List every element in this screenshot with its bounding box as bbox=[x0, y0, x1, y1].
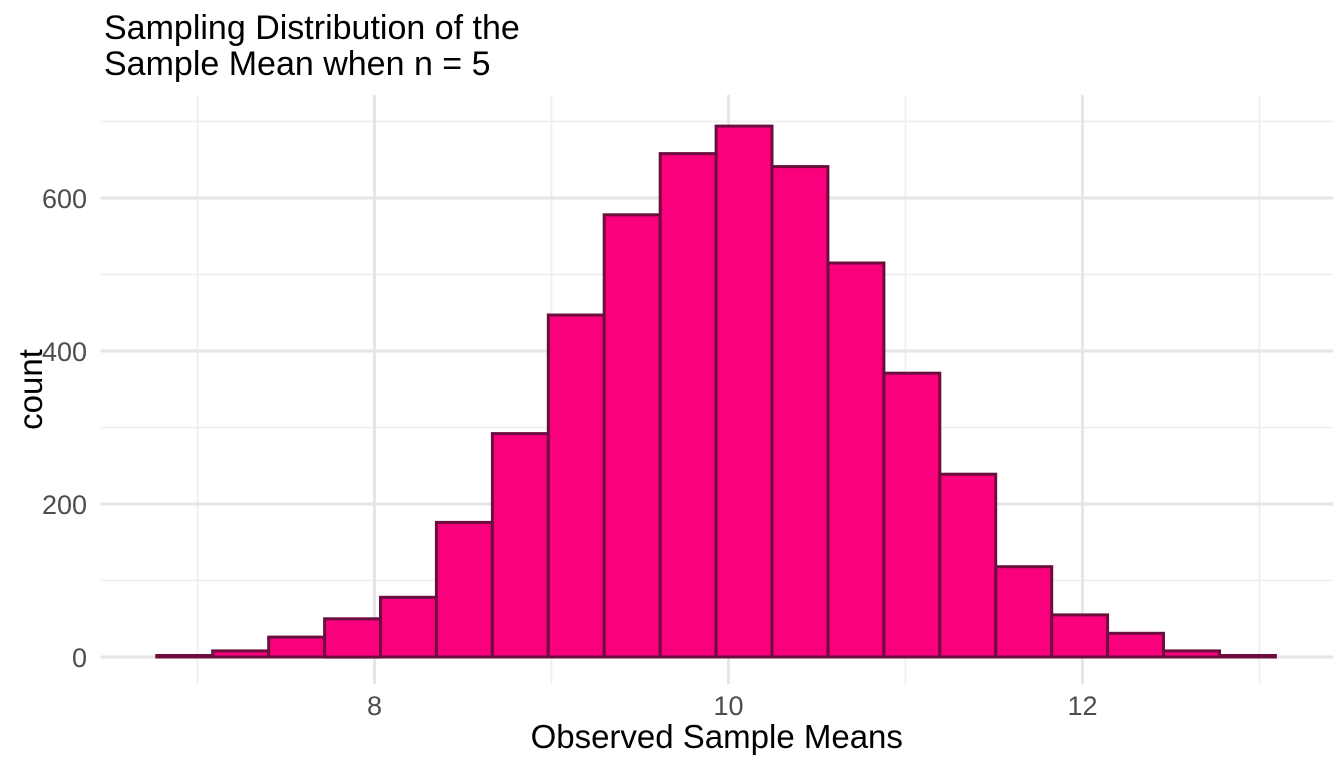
histogram-bar bbox=[714, 124, 774, 659]
histogram-bar bbox=[546, 313, 606, 659]
histogram-bar bbox=[1162, 649, 1221, 659]
y-axis-title: count bbox=[12, 349, 49, 430]
y-tick-label: 600 bbox=[42, 184, 87, 214]
histogram-bar bbox=[323, 617, 383, 659]
y-tick-label: 0 bbox=[72, 643, 87, 673]
histogram-bar bbox=[490, 432, 550, 659]
histogram-bar bbox=[1218, 654, 1277, 659]
histogram-bar bbox=[211, 649, 271, 659]
plot-title: Sampling Distribution of the Sample Mean… bbox=[104, 9, 520, 83]
histogram-bar bbox=[882, 371, 942, 659]
histogram-bar bbox=[602, 213, 662, 659]
histogram-bar bbox=[155, 654, 215, 659]
histogram-bar bbox=[1106, 631, 1165, 659]
x-axis-title: Observed Sample Means bbox=[531, 718, 903, 755]
histogram-bar bbox=[770, 165, 830, 659]
x-tick-label: 8 bbox=[367, 691, 382, 721]
x-tick-label: 10 bbox=[713, 691, 743, 721]
y-tick-label: 200 bbox=[42, 490, 87, 520]
histogram-bar bbox=[938, 472, 998, 659]
histogram-bar bbox=[434, 520, 494, 659]
histogram-bar bbox=[1050, 613, 1110, 659]
histogram-bar bbox=[267, 635, 327, 659]
histogram-bar bbox=[379, 595, 438, 659]
x-tick-label: 12 bbox=[1067, 691, 1097, 721]
histogram-bar bbox=[826, 261, 886, 659]
histogram-bar bbox=[994, 565, 1054, 659]
histogram-bar bbox=[658, 152, 718, 659]
y-tick-label: 400 bbox=[42, 337, 87, 367]
